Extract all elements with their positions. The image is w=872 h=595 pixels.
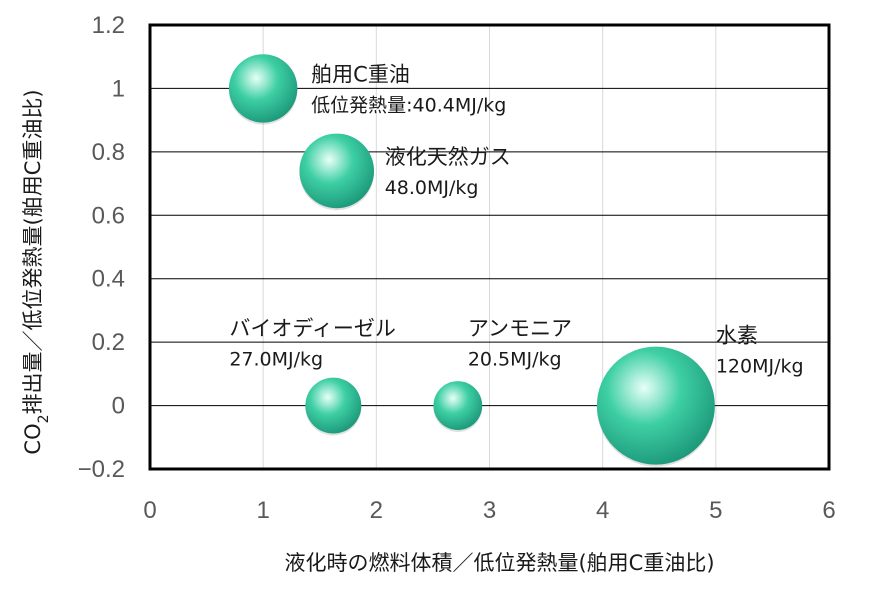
x-tick-label: 5: [709, 497, 722, 524]
bubble-name-label: 水素: [716, 324, 758, 348]
x-tick-label: 2: [370, 497, 383, 524]
x-tick-label: 0: [143, 497, 156, 524]
y-tick-label: 1: [112, 75, 125, 102]
bubble-marker: [596, 346, 715, 465]
bubble-value-label: 27.0MJ/kg: [229, 349, 323, 371]
x-tick-label: 6: [822, 497, 835, 524]
y-tick-label: 0.6: [92, 202, 125, 229]
bubble-name-label: アンモニア: [468, 317, 572, 341]
bubble-marker: [305, 377, 362, 434]
bubble-value-label: 120MJ/kg: [716, 356, 804, 378]
bubble-marker: [433, 381, 483, 430]
bubbles: [228, 54, 715, 467]
bubble-marker: [299, 133, 375, 209]
y-tick-label: −0.2: [78, 456, 125, 483]
y-tick-label: 0.4: [92, 266, 125, 293]
y-tick-label: 0.2: [92, 329, 125, 356]
bubble-value-label: 低位発熱量:40.4MJ/kg: [311, 94, 506, 116]
x-axis-title: 液化時の燃料体積／低位発熱量(舶用C重油比): [284, 551, 714, 575]
y-tick-label: 0: [112, 393, 125, 420]
x-tick-label: 3: [483, 497, 496, 524]
plot-frame: [148, 23, 831, 471]
y-axis-title-rest: 排出量／低位発熱量(舶用C重油比): [21, 89, 45, 414]
x-tick-label: 1: [256, 497, 269, 524]
bubble-marker: [228, 54, 298, 123]
bubble-value-label: 48.0MJ/kg: [385, 177, 479, 199]
bubble-name-label: 舶用C重油: [311, 62, 410, 86]
y-tick-label: 0.8: [92, 139, 125, 166]
y-axis-title-co: CO: [21, 423, 45, 454]
x-tick-label: 4: [596, 497, 609, 524]
y-tick-label: 1.2: [92, 12, 125, 39]
bubble-value-label: 20.5MJ/kg: [468, 349, 562, 371]
tick-labels: −0.2 0 0.2 0.4 0.6 0.8 1 1.2 0 1 2 3 4 5 6: [78, 12, 836, 524]
bubble-name-label: 液化天然ガス: [385, 145, 511, 169]
y-axis-title: CO2排出量／低位発熱量(舶用C重油比): [21, 89, 52, 454]
bubble-name-label: バイオディーゼル: [229, 317, 396, 341]
y-axis-title-subscript: 2: [36, 414, 52, 423]
